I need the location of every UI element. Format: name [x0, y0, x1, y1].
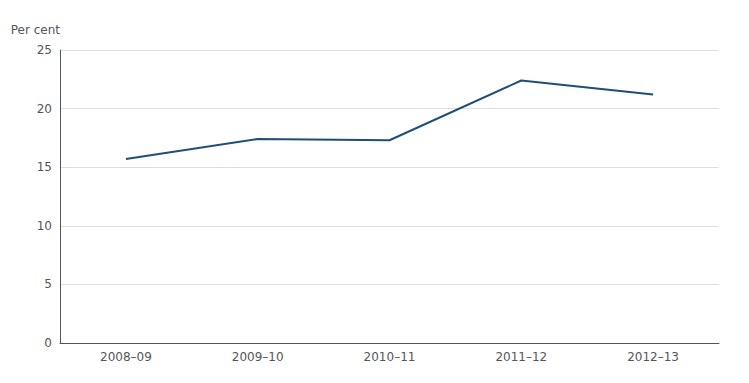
svg-text:2011–12: 2011–12: [495, 350, 547, 364]
svg-text:2008–09: 2008–09: [100, 350, 152, 364]
svg-text:2009–10: 2009–10: [232, 350, 284, 364]
svg-text:25: 25: [37, 43, 52, 57]
svg-text:20: 20: [37, 102, 52, 116]
svg-text:10: 10: [37, 219, 52, 233]
svg-text:15: 15: [37, 160, 52, 174]
svg-text:0: 0: [44, 336, 52, 350]
svg-text:2010–11: 2010–11: [364, 350, 416, 364]
svg-text:5: 5: [44, 277, 52, 291]
svg-text:2012–13: 2012–13: [627, 350, 679, 364]
svg-text:Per cent: Per cent: [11, 23, 61, 37]
